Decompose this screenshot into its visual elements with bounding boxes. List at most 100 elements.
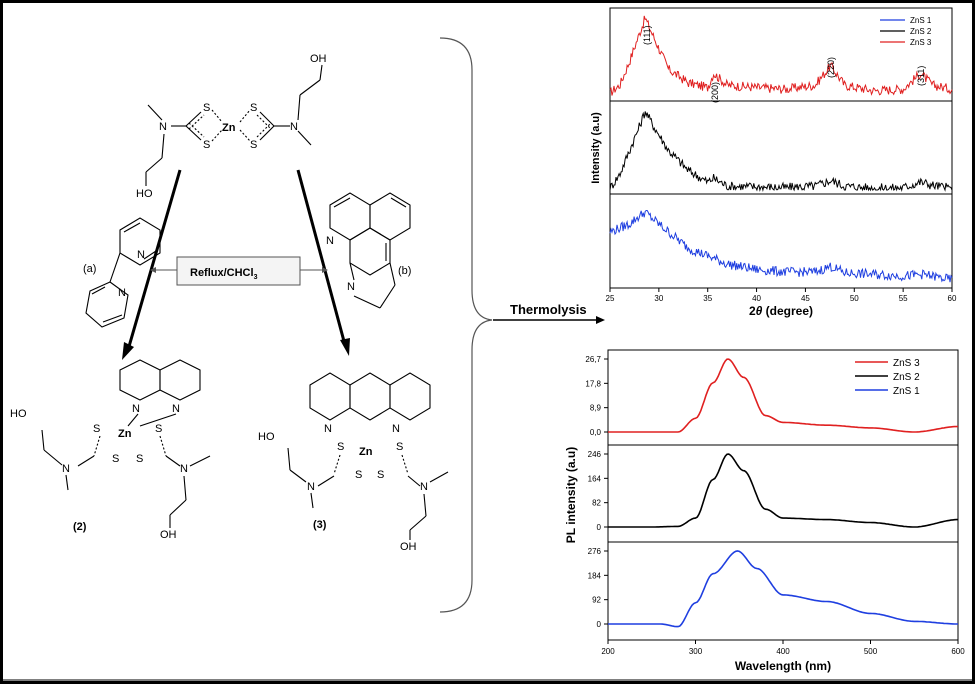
atom-s: S xyxy=(203,139,210,151)
pl-series-line xyxy=(608,358,959,433)
atom-n: N xyxy=(62,463,70,475)
atom-s: S xyxy=(355,469,362,481)
atom-s: S xyxy=(112,453,119,465)
atom-zn: Zn xyxy=(222,122,236,134)
pl-y-tick-label: 8,9 xyxy=(590,404,602,413)
atom-s: S xyxy=(337,441,344,453)
pl-legend: ZnS 3 ZnS 2 ZnS 1 xyxy=(855,358,920,397)
ligand-b-phenanthroline: N N (b) xyxy=(326,192,411,309)
atom-n: N xyxy=(326,235,334,247)
curly-brace xyxy=(439,37,493,613)
product-2-complex: N N Zn S S S S N N HO OH (2) xyxy=(10,359,211,541)
xrd-peak-label: (111) xyxy=(642,25,652,45)
xrd-x-tick-label: 45 xyxy=(801,294,810,303)
atom-n: N xyxy=(290,121,298,133)
xrd-legend-label: ZnS 1 xyxy=(910,16,932,25)
arrowhead-left xyxy=(122,342,134,360)
pl-x-ticks: 200 300 400 500 600 xyxy=(601,640,965,656)
pl-legend-label: ZnS 2 xyxy=(893,372,920,383)
atom-n: N xyxy=(347,281,355,293)
pl-legend-label: ZnS 1 xyxy=(893,386,920,397)
atom-n: N xyxy=(392,423,400,435)
pl-ylabel: PL intensity (a.u) xyxy=(564,447,578,543)
atom-zn: Zn xyxy=(118,428,132,440)
product-2-label: (2) xyxy=(73,521,87,533)
atom-s: S xyxy=(250,139,257,151)
xrd-legend-label: ZnS 3 xyxy=(910,38,932,47)
reaction-condition: Reflux/CHCl3 xyxy=(190,267,258,281)
xrd-plot-frame xyxy=(609,7,953,289)
atom-s: S xyxy=(155,423,162,435)
xrd-peak-label: (220) xyxy=(826,57,836,78)
atom-ho: HO xyxy=(10,408,27,420)
atom-n: N xyxy=(180,463,188,475)
pl-x-tick-label: 600 xyxy=(951,647,965,656)
xrd-ylabel: Intensity (a.u) xyxy=(590,112,602,184)
atom-s: S xyxy=(136,453,143,465)
atom-oh: OH xyxy=(310,53,327,65)
pl-series-group xyxy=(608,358,959,628)
xrd-x-tick-label: 25 xyxy=(606,294,615,303)
pl-y-tick-label: 0 xyxy=(597,620,602,629)
pl-series-line xyxy=(608,550,958,628)
reaction-arrow-left xyxy=(126,169,182,351)
ligand-a-bipyridine: N N (a) xyxy=(83,217,161,328)
atom-zn: Zn xyxy=(359,446,373,458)
atom-n: N xyxy=(132,403,140,415)
xrd-chart: 25 30 35 40 45 50 55 60 Intensity (a.u) 2θ (deg… xyxy=(590,7,957,318)
xrd-peak-label: (311) xyxy=(916,66,926,86)
atom-s: S xyxy=(377,469,384,481)
pl-y-tick-label: 164 xyxy=(588,474,602,483)
pl-y-tick-label: 0,0 xyxy=(590,428,602,437)
condition-arrowhead-left xyxy=(150,267,156,273)
condition-box xyxy=(176,256,301,286)
atom-n: N xyxy=(159,121,167,133)
atom-n: N xyxy=(137,249,145,261)
xrd-series-line xyxy=(609,210,953,283)
atom-n: N xyxy=(172,403,180,415)
atom-n: N xyxy=(420,481,428,493)
pl-y-tick-label: 17,8 xyxy=(585,379,601,388)
xrd-series-group xyxy=(609,15,953,283)
pl-x-tick-label: 500 xyxy=(864,647,878,656)
atom-s: S xyxy=(93,423,100,435)
pl-series-line xyxy=(608,453,958,528)
atom-s: S xyxy=(396,441,403,453)
ligand-b-label: (b) xyxy=(398,265,411,277)
atom-s: S xyxy=(250,102,257,114)
atom-ho: HO xyxy=(258,431,275,443)
xrd-x-tick-label: 30 xyxy=(654,294,663,303)
xrd-x-tick-label: 40 xyxy=(752,294,761,303)
atom-ho: HO xyxy=(136,188,153,200)
xrd-peak-label: (200) xyxy=(710,82,720,103)
pl-y-tick-label: 92 xyxy=(592,596,601,605)
product-3-complex: N N Zn S S S S N N HO OH (3) xyxy=(258,372,449,553)
pl-y-tick-label: 26,7 xyxy=(585,355,601,364)
pl-y-tick-label: 276 xyxy=(588,547,602,556)
reaction-scheme: N S S Zn S S N OH xyxy=(10,53,449,553)
pl-y-tick-label: 184 xyxy=(588,571,602,580)
atom-n: N xyxy=(307,481,315,493)
starting-complex: N S S Zn S S N OH xyxy=(136,53,327,200)
pl-xlabel: Wavelength (nm) xyxy=(735,659,831,673)
thermolysis-arrowhead xyxy=(596,316,605,324)
atom-oh: OH xyxy=(160,529,177,541)
pl-y-tick-label: 0 xyxy=(597,523,602,532)
atom-oh: OH xyxy=(400,541,417,553)
atom-s: S xyxy=(203,102,210,114)
xrd-peak-labels: (111) (200) (220) (311) xyxy=(642,25,926,103)
xrd-x-tick-label: 60 xyxy=(948,294,957,303)
product-3-label: (3) xyxy=(313,519,327,531)
pl-x-tick-label: 400 xyxy=(776,647,790,656)
xrd-series-line xyxy=(609,15,953,96)
xrd-x-tick-label: 50 xyxy=(850,294,859,303)
pl-y-tick-label: 82 xyxy=(592,499,601,508)
pl-x-tick-label: 200 xyxy=(601,647,615,656)
pl-plot-frame xyxy=(607,349,959,641)
xrd-x-tick-label: 55 xyxy=(899,294,908,303)
ligand-a-label: (a) xyxy=(83,263,96,275)
pl-y-tick-label: 246 xyxy=(588,450,602,459)
atom-n: N xyxy=(118,287,126,299)
